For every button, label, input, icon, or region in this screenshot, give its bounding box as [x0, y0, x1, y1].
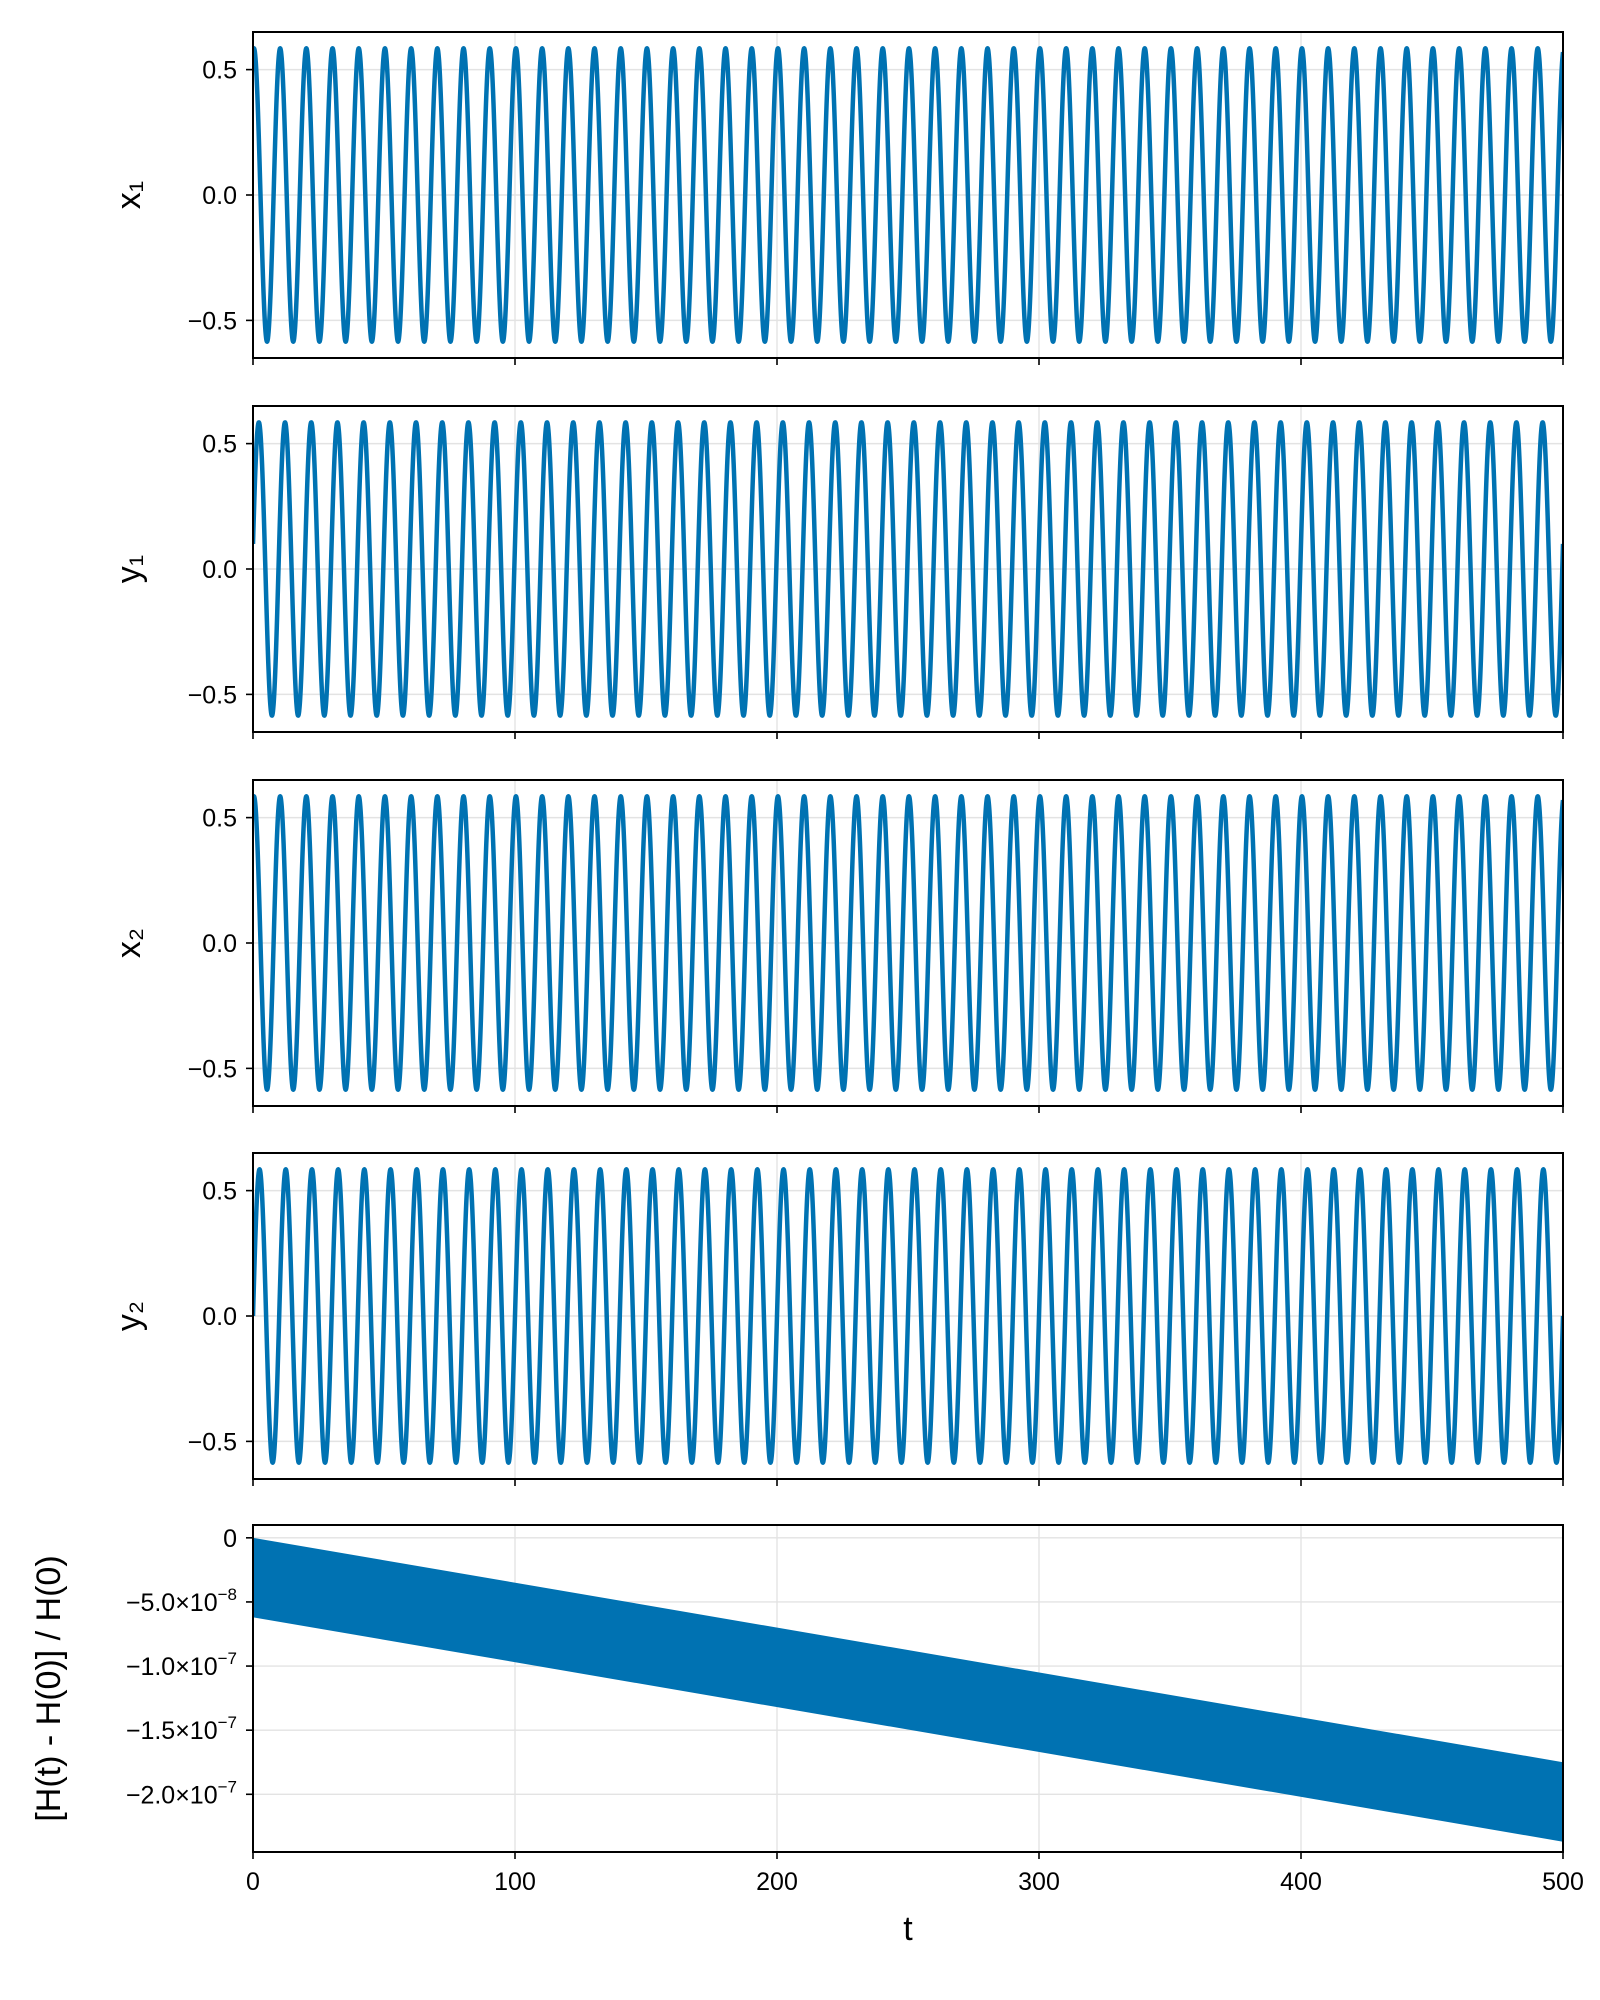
y-tick-label: −0.5: [188, 1055, 237, 1083]
series-line: [253, 1167, 1563, 1465]
y-tick-label: 0.0: [202, 182, 237, 210]
panel-5: 0 −5.0×10−8 −1.0×10−7 −1.5×10−7 −2.0×10−7 0 10…: [30, 1524, 1584, 1948]
x-tick-label: 400: [1280, 1868, 1322, 1896]
x-axis-label: t: [903, 1910, 913, 1948]
y-axis-label: x₂: [110, 928, 148, 958]
series-line: [253, 794, 1563, 1092]
y-tick-label: 0.0: [202, 556, 237, 584]
y-tick-label: −2.0×10−7: [126, 1777, 237, 1809]
y-axis-label: y₂: [110, 1301, 148, 1331]
y-tick-label: −0.5: [188, 307, 237, 335]
x-tick-label: 200: [756, 1868, 798, 1896]
y-axis-label: y₁: [110, 555, 148, 583]
panel-1: 0.5 0.0 −0.5 x₁: [110, 31, 1564, 365]
x-tick-label: 0: [246, 1868, 260, 1896]
y-tick-label: 0: [223, 1525, 237, 1553]
plot-frame: [252, 1524, 1564, 1853]
y-tick-label: −0.5: [188, 681, 237, 709]
y-tick-label: 0.5: [202, 431, 237, 459]
series-band: [253, 1537, 1563, 1842]
y-tick-label: 0.0: [202, 1303, 237, 1331]
panel-2: 0.5 0.0 −0.5 y₁: [110, 405, 1564, 739]
panel-4: 0.5 0.0 −0.5 y₂: [110, 1152, 1564, 1486]
y-tick-label: −5.0×10−8: [126, 1585, 237, 1617]
x-tick-label: 100: [494, 1868, 536, 1896]
y-tick-label: 0.0: [202, 930, 237, 958]
series-line: [253, 46, 1563, 344]
y-tick-label: −0.5: [188, 1428, 237, 1456]
y-tick-label: 0.5: [202, 57, 237, 85]
y-axis-label: [H(t) - H(0)] / H(0): [30, 1555, 68, 1821]
panel-3: 0.5 0.0 −0.5 x₂: [110, 779, 1564, 1113]
y-tick-label: −1.5×10−7: [126, 1713, 237, 1745]
x-tick-label: 300: [1018, 1868, 1060, 1896]
y-tick-label: 0.5: [202, 805, 237, 833]
series-line: [253, 420, 1563, 718]
y-axis-label: x₁: [110, 181, 148, 209]
x-tick-label: 500: [1542, 1868, 1584, 1896]
y-tick-label: −1.0×10−7: [126, 1649, 237, 1681]
y-tick-label: 0.5: [202, 1178, 237, 1206]
